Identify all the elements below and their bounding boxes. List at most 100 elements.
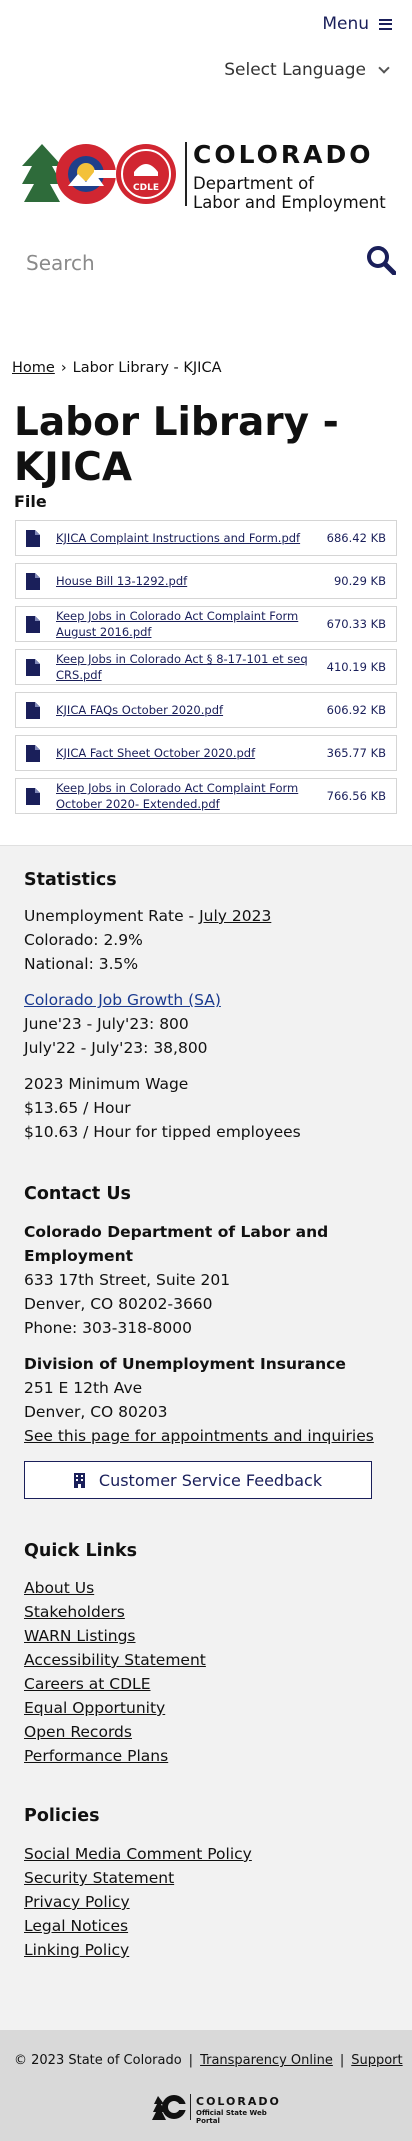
quick-link: Equal Opportunity	[24, 1696, 165, 1720]
logo-dept-line1: Department of	[193, 174, 314, 193]
document-icon	[26, 529, 40, 547]
bottom-bar: © 2023 State of Colorado | Transparency On…	[0, 2030, 412, 2141]
document-icon	[26, 701, 40, 719]
contact-title: Contact Us	[24, 1184, 131, 1204]
cdle-logo[interactable]: CDLE COLORADO Department of Labor and Em…	[22, 140, 392, 212]
quick-link: Open Records	[24, 1720, 132, 1744]
quick-link: WARN Listings	[24, 1624, 136, 1648]
state-portal-logo[interactable]: COLORADO Official State Web Portal	[152, 2092, 292, 2125]
policy-security[interactable]: Security Statement	[24, 1869, 175, 1887]
contact-address2: Denver, CO 80202-3660	[24, 1295, 213, 1313]
file-row: Keep Jobs in Colorado Act § 8-17-101 et …	[15, 649, 397, 685]
colorado-c-icon	[56, 144, 118, 204]
policies-title: Policies	[24, 1806, 100, 1826]
breadcrumb-current: Labor Library - KJICA	[72, 360, 222, 376]
policy-privacy[interactable]: Privacy Policy	[24, 1893, 130, 1911]
breadcrumb-home-link[interactable]: Home	[12, 360, 55, 376]
file-size: 686.42 KB	[326, 531, 386, 545]
quick-link: Careers at CDLE	[24, 1672, 151, 1696]
policy-social-media[interactable]: Social Media Comment Policy	[24, 1845, 252, 1863]
file-row: KJICA FAQs October 2020.pdf 606.92 KB	[15, 692, 397, 728]
customer-feedback-label: Customer Service Feedback	[98, 1470, 323, 1490]
job-growth: Colorado Job Growth (SA)	[24, 988, 221, 1012]
quick-links-title: Quick Links	[24, 1541, 138, 1561]
building-icon	[73, 1472, 85, 1488]
growth-year: July'22 - July'23: 38,800	[24, 1039, 208, 1057]
file-link[interactable]: KJICA Complaint Instructions and Form.pd…	[56, 531, 301, 545]
search-icon[interactable]	[366, 245, 396, 275]
file-link[interactable]: House Bill 13-1292.pdf	[56, 574, 188, 588]
file-row: House Bill 13-1292.pdf 90.29 KB	[15, 563, 397, 599]
file-size: 606.92 KB	[326, 703, 386, 717]
policy-link: Linking Policy	[24, 1938, 129, 1962]
file-link[interactable]: KJICA FAQs October 2020.pdf	[56, 703, 224, 717]
ui-appointments-link[interactable]: See this page for appointments and inqui…	[24, 1427, 374, 1445]
customer-feedback-button[interactable]: Customer Service Feedback	[24, 1461, 372, 1499]
breadcrumb: Home › Labor Library - KJICA	[12, 360, 222, 376]
tree-icon	[22, 144, 62, 202]
file-row: Keep Jobs in Colorado Act Complaint Form…	[15, 778, 397, 814]
menu-button[interactable]: Menu	[322, 14, 392, 34]
statistics-title: Statistics	[24, 870, 117, 890]
quick-link: Performance Plans	[24, 1744, 168, 1768]
portal-subtitle: Official State Web Portal	[196, 2109, 267, 2125]
cdle-badge-icon: CDLE	[116, 144, 176, 204]
quick-link-careers[interactable]: Careers at CDLE	[24, 1675, 151, 1693]
policy-linking[interactable]: Linking Policy	[24, 1941, 130, 1959]
policy-link: Security Statement	[24, 1866, 174, 1890]
menu-label: Menu	[322, 14, 369, 34]
file-row: KJICA Complaint Instructions and Form.pd…	[15, 520, 397, 556]
policy-link: Privacy Policy	[24, 1890, 130, 1914]
transparency-link[interactable]: Transparency Online	[200, 2053, 333, 2068]
colorado-c-icon	[152, 2095, 186, 2120]
quick-link-equal-opportunity[interactable]: Equal Opportunity	[24, 1699, 166, 1717]
unemployment-rate: Unemployment Rate - July 2023	[24, 904, 271, 928]
quick-link: About Us	[24, 1576, 94, 1600]
file-link[interactable]: Keep Jobs in Colorado Act Complaint Form…	[56, 609, 299, 639]
hamburger-icon	[379, 18, 392, 30]
min-wage-tipped: $10.63 / Hour for tipped employees	[24, 1123, 301, 1141]
quick-link-stakeholders[interactable]: Stakeholders	[24, 1603, 125, 1621]
quick-link-warn[interactable]: WARN Listings	[24, 1627, 136, 1645]
policy-legal[interactable]: Legal Notices	[24, 1917, 129, 1935]
document-icon	[26, 658, 40, 676]
logo-state-name: COLORADO	[193, 140, 374, 169]
quick-link-accessibility[interactable]: Accessibility Statement	[24, 1651, 206, 1669]
copyright-text: © 2023 State of Colorado	[14, 2053, 182, 2068]
file-link[interactable]: Keep Jobs in Colorado Act § 8-17-101 et …	[56, 652, 308, 682]
growth-month: June'23 - July'23: 800	[24, 1015, 189, 1033]
file-link[interactable]: Keep Jobs in Colorado Act Complaint Form…	[56, 781, 299, 811]
document-icon	[26, 744, 40, 762]
ui-address1: 251 E 12th Ave	[24, 1379, 143, 1397]
unemployment-month-link[interactable]: July 2023	[199, 907, 272, 925]
page-title: Labor Library - KJICA	[14, 400, 339, 490]
policy-link: Social Media Comment Policy	[24, 1842, 252, 1866]
language-select[interactable]: Select Language	[224, 60, 390, 80]
file-link[interactable]: KJICA Fact Sheet October 2020.pdf	[56, 746, 256, 760]
language-select-label: Select Language	[224, 60, 366, 80]
unemployment-prefix: Unemployment Rate -	[24, 907, 200, 925]
contact-org-line1: Colorado Department of Labor and	[24, 1223, 329, 1241]
min-wage: $13.65 / Hour	[24, 1099, 131, 1117]
quick-link: Accessibility Statement	[24, 1648, 206, 1672]
document-icon	[26, 615, 40, 633]
bottom-separator: |	[188, 2053, 194, 2068]
quick-link-about[interactable]: About Us	[24, 1579, 95, 1597]
quick-link-open-records[interactable]: Open Records	[24, 1723, 132, 1741]
quick-link-performance[interactable]: Performance Plans	[24, 1747, 169, 1765]
min-wage-title: 2023 Minimum Wage	[24, 1075, 189, 1093]
search-input[interactable]: Search	[26, 251, 95, 275]
site-footer: Statistics Unemployment Rate - July 2023…	[0, 845, 412, 2030]
job-growth-link[interactable]: Colorado Job Growth (SA)	[24, 991, 221, 1009]
quick-link: Stakeholders	[24, 1600, 125, 1624]
file-row: KJICA Fact Sheet October 2020.pdf 365.77…	[15, 735, 397, 771]
document-icon	[26, 787, 40, 805]
logo-dept-name: Department of Labor and Employment	[193, 174, 386, 212]
logo-dept-line2: Labor and Employment	[193, 193, 386, 212]
policy-link: Legal Notices	[24, 1914, 128, 1938]
cdle-badge-text: CDLE	[133, 183, 159, 193]
file-row: Keep Jobs in Colorado Act Complaint Form…	[15, 606, 397, 642]
support-link[interactable]: Support	[351, 2053, 403, 2068]
bottom-separator: |	[339, 2053, 345, 2068]
chevron-down-icon	[378, 61, 390, 74]
